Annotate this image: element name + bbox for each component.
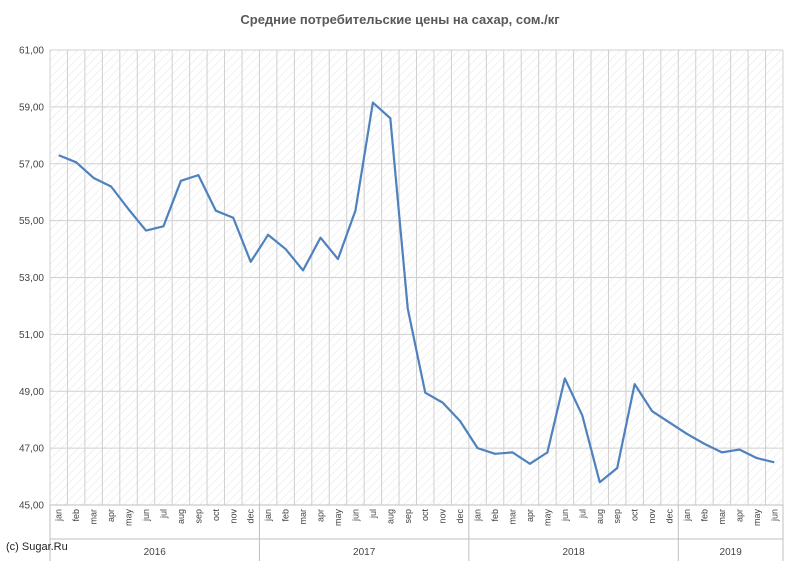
x-tick-label: jan	[682, 509, 692, 522]
x-tick-label: jun	[560, 509, 570, 522]
x-tick-label: jan	[54, 509, 64, 522]
x-tick-label: sep	[612, 509, 622, 524]
x-tick-label: may	[333, 509, 343, 527]
x-tick-label: jan	[473, 509, 483, 522]
year-label: 2019	[720, 547, 743, 558]
x-tick-label: aug	[176, 509, 186, 524]
x-tick-label: may	[542, 509, 552, 527]
x-tick-label: may	[752, 509, 762, 527]
x-tick-label: jul	[577, 509, 587, 519]
y-axis: 45,00 47,00 49,00 51,00 53,00 55,00 57,00 59,00…	[19, 46, 44, 512]
y-tick-label: 47,00	[19, 444, 44, 455]
x-tick-label: feb	[699, 509, 709, 522]
y-tick-label: 57,00	[19, 159, 44, 170]
x-axis: jan feb mar apr may jun jul aug sep oct nov dec jan f…	[49, 504, 784, 561]
x-tick-label: apr	[316, 509, 326, 522]
x-tick-label: sep	[403, 509, 413, 524]
x-tick-label: aug	[595, 509, 605, 524]
y-tick-label: 49,00	[19, 387, 44, 398]
x-tick-label: oct	[420, 509, 430, 522]
x-tick-label: nov	[647, 509, 657, 524]
x-tick-label: dec	[455, 509, 465, 524]
x-tick-label: feb	[490, 509, 500, 522]
year-label: 2017	[353, 547, 376, 558]
x-tick-label: mar	[717, 509, 727, 525]
x-tick-label: oct	[630, 509, 640, 522]
x-tick-label: nov	[438, 509, 448, 524]
y-tick-label: 55,00	[19, 216, 44, 227]
x-tick-label: dec	[246, 509, 256, 524]
x-tick-label: jun	[769, 509, 779, 522]
x-tick-label: jun	[350, 509, 360, 522]
x-tick-label: dec	[665, 509, 675, 524]
x-tick-label: jan	[263, 509, 273, 522]
x-tick-label: feb	[281, 509, 291, 522]
x-tick-label: sep	[193, 509, 203, 524]
x-tick-label: oct	[211, 509, 221, 522]
x-tick-label: jul	[158, 509, 168, 519]
x-tick-label: mar	[298, 509, 308, 525]
chart-title: Средние потребительские цены на сахар, с…	[240, 12, 560, 27]
y-tick-label: 59,00	[19, 102, 44, 113]
x-tick-label: mar	[507, 509, 517, 525]
y-tick-label: 61,00	[19, 46, 44, 57]
y-tick-label: 53,00	[19, 273, 44, 284]
year-label: 2016	[144, 547, 167, 558]
year-label: 2018	[562, 547, 585, 558]
x-tick-label: apr	[525, 509, 535, 522]
x-tick-label: jun	[141, 509, 151, 522]
x-tick-label: jul	[368, 509, 378, 519]
x-tick-label: apr	[106, 509, 116, 522]
x-tick-label: may	[124, 509, 134, 527]
series-line	[58, 101, 775, 484]
x-tick-label: apr	[734, 509, 744, 522]
y-tick-label: 51,00	[19, 330, 44, 341]
y-tick-label: 45,00	[19, 501, 44, 512]
x-tick-label: mar	[89, 509, 99, 525]
copyright-text: (c) Sugar.Ru	[6, 541, 68, 553]
x-tick-label: aug	[385, 509, 395, 524]
x-tick-label: feb	[71, 509, 81, 522]
x-tick-label: nov	[228, 509, 238, 524]
